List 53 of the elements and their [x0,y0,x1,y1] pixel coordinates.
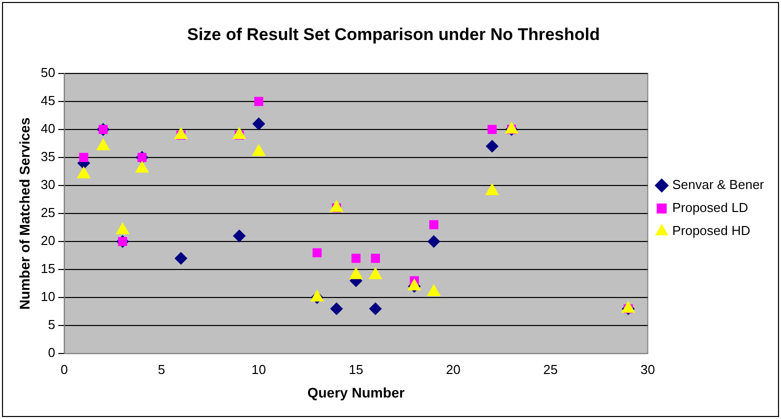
point [350,268,362,280]
point [174,252,187,264]
legend-label: Proposed HD [672,223,750,238]
point [78,167,90,178]
point [622,302,634,313]
point [233,128,246,140]
y-tick-label: 20 [40,233,56,248]
point [369,302,382,315]
legend-label: Proposed LD [672,200,748,216]
point [486,184,498,196]
x-tick-label: 5 [158,362,166,377]
point [116,223,129,234]
y-tick-label: 10 [40,289,56,304]
y-tick-label: 25 [40,205,56,220]
y-axis-title: Number of Matched Services [16,117,32,310]
y-tick-label: 45 [40,93,56,108]
point [252,118,265,130]
point [369,268,382,280]
point [505,122,518,134]
x-tick-label: 0 [60,362,68,377]
y-tick-label: 30 [40,177,56,192]
y-tick-label: 0 [48,345,56,360]
point [351,254,361,263]
point [233,230,246,242]
point [174,128,188,140]
point [370,254,380,263]
x-tick-label: 10 [252,362,266,377]
x-tick-label: 25 [543,362,558,377]
y-tick-label: 5 [48,317,56,332]
point [428,236,440,248]
point [428,284,440,296]
point [312,248,322,258]
y-tick-label: 40 [40,121,56,136]
point [330,302,343,315]
point [486,140,498,152]
y-tick-label: 35 [40,149,56,164]
point [254,96,264,106]
y-tick-label: 50 [40,64,56,80]
point [330,200,343,212]
point [488,124,497,134]
point [79,152,88,162]
point [429,220,438,230]
point [96,139,110,150]
x-tick-label: 20 [446,362,460,377]
y-tick-label: 15 [40,261,56,276]
point [408,279,421,290]
legend-label: Senvar & Bener [672,177,765,192]
x-axis-title: Query Number [307,384,406,400]
point [136,162,148,173]
point [252,144,265,156]
x-tick-label: 30 [640,362,655,377]
x-tick-label: 15 [348,362,364,377]
chart-title: Size of Result Set Comparison under No Threshold [187,24,600,44]
